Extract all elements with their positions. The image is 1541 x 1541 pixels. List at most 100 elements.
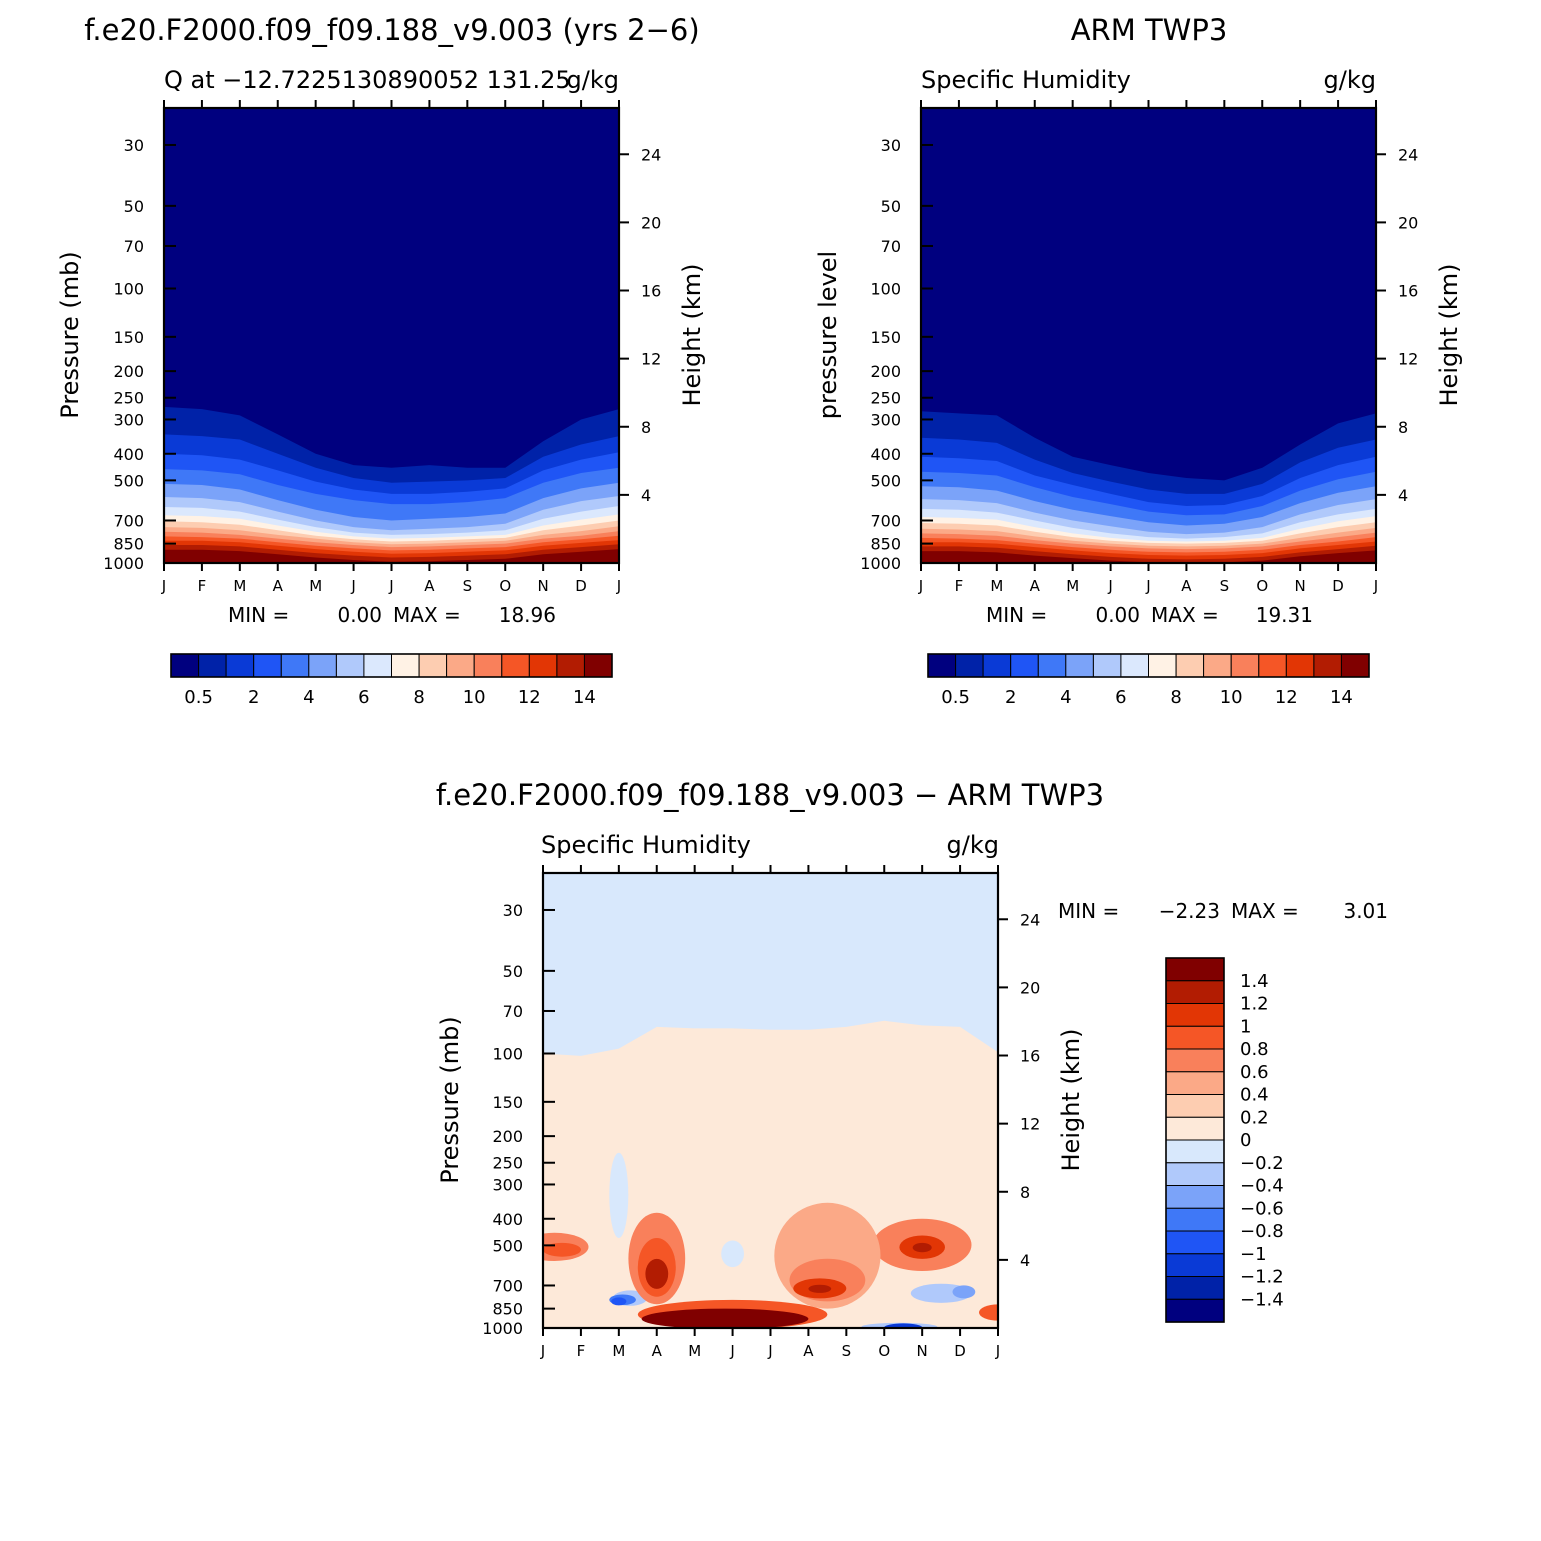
colorbar-swatch (501, 653, 530, 678)
colorbar-swatch (1313, 653, 1343, 678)
colorbar: 0.5 2 4 6 8 10 12 14 (170, 653, 613, 708)
x-tick-label: S (842, 1342, 852, 1360)
y-tick-label: 30 (881, 136, 901, 155)
x-tick-label: J (995, 1342, 1000, 1360)
colorbar-swatch (1165, 1071, 1225, 1096)
left-label: Specific Humidity (541, 831, 751, 859)
colorbar-swatch (1148, 653, 1177, 678)
colorbar-label: 0.5 (941, 687, 970, 708)
x-tick-label: J (161, 577, 166, 595)
y-tick-label: 50 (124, 197, 144, 216)
colorbar-swatch (583, 653, 613, 678)
colorbar-label: 12 (1275, 687, 1298, 708)
y-tick-label: 1000 (482, 1319, 523, 1338)
x-tick-label: O (878, 1342, 890, 1360)
colorbar-swatch (1165, 1025, 1225, 1050)
y-right-tick-label: 12 (1398, 350, 1418, 369)
colorbar-label: 0.6 (1240, 1062, 1269, 1083)
colorbar-swatch (225, 653, 255, 678)
y-tick-label: 100 (492, 1045, 523, 1064)
colorbar-label: 12 (518, 687, 541, 708)
y-tick-label: 400 (492, 1210, 523, 1229)
left-label: Q at −12.7225130890052 131.25 (164, 66, 571, 94)
x-tick-label: F (198, 577, 207, 595)
y-tick-label: 200 (492, 1127, 523, 1146)
min-value: −2.23 (1159, 899, 1220, 923)
y-tick-label: 850 (870, 535, 901, 554)
max-label: MAX = (393, 603, 461, 627)
colorbar-swatch (528, 653, 558, 678)
y-axis-label: Pressure (mb) (56, 251, 84, 418)
colorbar-swatch (1165, 1139, 1225, 1164)
y-tick-label: 30 (503, 901, 523, 920)
colorbar-label: 6 (1115, 687, 1126, 708)
panel-title: ARM TWP3 (1071, 13, 1228, 47)
panel-observation: ARM TWP3 Specific Humidity g/kg 30 50 70 10… (814, 13, 1463, 708)
contour-field (164, 108, 619, 563)
left-label: Specific Humidity (921, 66, 1131, 94)
y-right-tick-label: 4 (1020, 1251, 1030, 1270)
y-tick-label: 850 (492, 1300, 523, 1319)
colorbar-label: −1.4 (1240, 1289, 1284, 1310)
colorbar-label: −0.6 (1240, 1198, 1284, 1219)
colorbar-swatch (1120, 653, 1150, 678)
y-tick-label: 150 (492, 1093, 523, 1112)
y-right-tick-label: 24 (1020, 910, 1040, 929)
y-axis-right-label: Height (km) (678, 264, 706, 407)
contour-blob (721, 1240, 744, 1268)
colorbar-swatch (1175, 653, 1205, 678)
x-tick-label: A (273, 577, 284, 595)
colorbar-swatch (1037, 653, 1067, 678)
y-right-tick-label: 12 (641, 350, 661, 369)
contour-blob (808, 1284, 832, 1293)
colorbar-swatch (335, 653, 365, 678)
y-tick-label: 700 (492, 1276, 523, 1295)
y-tick-label: 700 (870, 511, 901, 530)
contour-blob (641, 1308, 809, 1328)
colorbar-label: 8 (413, 687, 424, 708)
colorbar-swatch (1340, 653, 1370, 678)
colorbar-label: 14 (573, 687, 596, 708)
colorbar-label: −1.2 (1240, 1267, 1284, 1288)
max-value: 3.01 (1343, 899, 1388, 923)
colorbar-swatch (1230, 653, 1260, 678)
y-tick-label: 1000 (103, 554, 144, 573)
colorbar-label: 0.5 (184, 687, 213, 708)
y-axis-right-label: Height (km) (1057, 1029, 1085, 1172)
panel-model: f.e20.F2000.f09_f09.188_v9.003 (yrs 2−6)… (56, 13, 706, 708)
max-label: MAX = (1231, 899, 1299, 923)
min-value: 0.00 (337, 603, 382, 627)
min-label: MIN = (228, 603, 289, 627)
colorbar-swatch (1165, 1162, 1225, 1187)
y-right-tick-label: 4 (1398, 486, 1408, 505)
y-right-tick-label: 8 (1020, 1183, 1030, 1202)
y-tick-label: 850 (113, 535, 144, 554)
colorbar-swatch (308, 653, 337, 678)
colorbar-label: 4 (303, 687, 314, 708)
y-right-tick-label: 8 (1398, 418, 1408, 437)
y-tick-label: 250 (113, 389, 144, 408)
x-tick-label: J (729, 1342, 734, 1360)
x-tick-label: A (652, 1342, 663, 1360)
colorbar-frame (1165, 957, 1225, 1323)
colorbar-label: −0.4 (1240, 1176, 1284, 1197)
colorbar-swatch (1285, 653, 1315, 678)
x-tick-label: M (688, 1342, 701, 1360)
colorbar-label: 10 (1220, 687, 1243, 708)
colorbar-swatch (1065, 653, 1094, 678)
colorbar: 1.41.210.80.60.40.20−0.2−0.4−0.6−0.8−1−1… (1165, 957, 1284, 1323)
colorbar-swatch (280, 653, 310, 678)
colorbar-swatch (1165, 957, 1225, 982)
y-tick-label: 150 (870, 328, 901, 347)
y-tick-label: 500 (870, 471, 901, 490)
contour-blob (979, 1304, 998, 1321)
x-tick-label: D (575, 577, 587, 595)
min-label: MIN = (986, 603, 1047, 627)
colorbar-swatch (363, 653, 392, 678)
y-axis-label: pressure level (814, 251, 842, 419)
contour-field (543, 873, 998, 1328)
y-tick-label: 700 (113, 511, 144, 530)
colorbar-label: 2 (1005, 687, 1016, 708)
